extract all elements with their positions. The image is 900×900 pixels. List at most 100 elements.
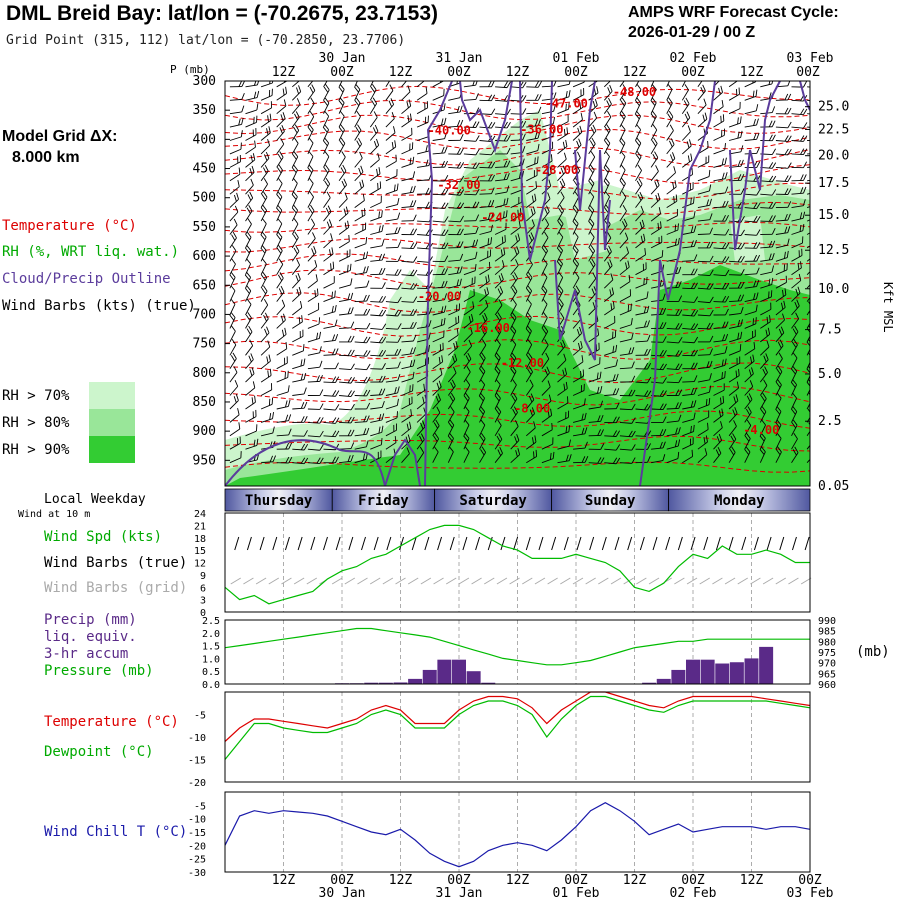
- barb-flag: [475, 175, 480, 182]
- barb-flag: [347, 349, 352, 356]
- barb-staff: [510, 304, 517, 316]
- barb-flag: [332, 261, 335, 269]
- wind-barb: [494, 312, 502, 329]
- wind-barb: [448, 105, 463, 115]
- barb-flag: [503, 95, 508, 102]
- wind-barb: [495, 185, 510, 195]
- barb-flag: [397, 386, 400, 394]
- barb-flag: [444, 268, 448, 275]
- precip-bar: [437, 659, 452, 684]
- wind-barb: [448, 148, 464, 155]
- barb-staff: [525, 413, 535, 423]
- wind-barb: [510, 325, 517, 343]
- barb-flag: [407, 85, 411, 92]
- barb-flag: [357, 124, 362, 131]
- barb-staff: [401, 390, 413, 396]
- barb-staff: [432, 247, 445, 250]
- barb-staff: [370, 216, 382, 222]
- wind-barb: [370, 181, 382, 195]
- barb-staff: [370, 173, 381, 182]
- barb-flag: [443, 305, 447, 313]
- grid-wind-barb: [230, 577, 242, 585]
- barb-staff: [448, 334, 459, 343]
- wind-barb: [354, 376, 371, 384]
- wind-barb: [276, 299, 286, 316]
- wind-barb: [401, 409, 412, 423]
- barb-flag: [440, 318, 443, 326]
- height-tick-label: 22.5: [818, 122, 849, 137]
- wind-barb: [401, 309, 418, 316]
- wind-barb: [307, 317, 321, 329]
- barb-flag: [506, 160, 511, 168]
- barb-staff: [385, 429, 397, 437]
- barb-flag: [413, 309, 418, 316]
- barb-staff: [526, 187, 537, 195]
- barb-staff: [385, 146, 396, 155]
- barb-flag: [390, 98, 395, 105]
- barb-flag: [472, 239, 476, 247]
- barb-flag: [428, 307, 432, 315]
- wind-barb: [260, 244, 267, 262]
- barb-flag: [303, 430, 308, 437]
- barb-flag: [378, 253, 383, 261]
- wind-barb: [276, 258, 284, 275]
- barb-staff: [463, 140, 476, 142]
- barb-staff: [448, 111, 461, 115]
- barb-flag: [459, 105, 463, 113]
- barb-staff: [510, 278, 518, 289]
- true-wind-barb: [462, 536, 468, 551]
- barb-flag: [487, 212, 491, 220]
- barb-flag: [814, 234, 820, 241]
- barb-flag: [340, 167, 345, 174]
- wind-barb: [229, 436, 241, 450]
- barb-flag: [411, 127, 413, 135]
- wind-barb: [338, 151, 346, 168]
- barb-flag: [378, 336, 384, 343]
- wind-barb: [276, 244, 283, 262]
- rh80-label: RH > 80%: [2, 415, 70, 431]
- wind-barb: [385, 398, 399, 410]
- barb-flag: [365, 222, 367, 230]
- wind-barb: [479, 237, 493, 249]
- wind-barb: [370, 167, 381, 182]
- barb-staff: [682, 354, 695, 357]
- barb-flag: [302, 329, 304, 337]
- true-wind-barb: [652, 536, 658, 551]
- barb-flag: [267, 340, 271, 348]
- barb-staff: [354, 228, 366, 235]
- wind-barb: [354, 179, 365, 195]
- barb-flag: [484, 289, 487, 296]
- grid-wind-barb: [686, 577, 698, 585]
- wind-barb: [323, 376, 340, 384]
- rh90-swatch: [89, 436, 135, 463]
- grid-wind-barb: [699, 577, 710, 585]
- barb-flag: [503, 134, 508, 142]
- wind-barb: [463, 365, 471, 383]
- barb-staff: [323, 296, 335, 303]
- bottom-date-label: 30 Jan: [319, 886, 366, 900]
- barb-staff: [557, 83, 570, 88]
- barb-flag: [531, 219, 535, 226]
- barb-flag: [475, 201, 480, 208]
- barb-flag: [444, 280, 448, 288]
- wind-barb: [323, 290, 336, 303]
- wind-barb: [495, 147, 511, 155]
- barb-flag: [277, 274, 283, 281]
- barb-flag: [441, 146, 445, 154]
- barb-staff: [417, 179, 430, 182]
- barb-flag: [406, 101, 409, 109]
- barb-flag: [381, 438, 383, 445]
- barb-staff: [385, 301, 398, 304]
- barb-staff: [510, 398, 518, 410]
- barb-flag: [256, 81, 260, 86]
- wind-barb: [354, 97, 361, 114]
- barb-flag: [487, 274, 490, 282]
- grid-wind-barb: [369, 577, 381, 585]
- wind-barb: [557, 102, 570, 115]
- barb-flag: [409, 113, 412, 121]
- barb-flag: [363, 336, 368, 343]
- barb-flag: [408, 398, 410, 405]
- barb-flag: [285, 400, 288, 408]
- grid-wind-barb: [433, 577, 444, 585]
- height-axis-title: Kft MSL: [881, 282, 895, 333]
